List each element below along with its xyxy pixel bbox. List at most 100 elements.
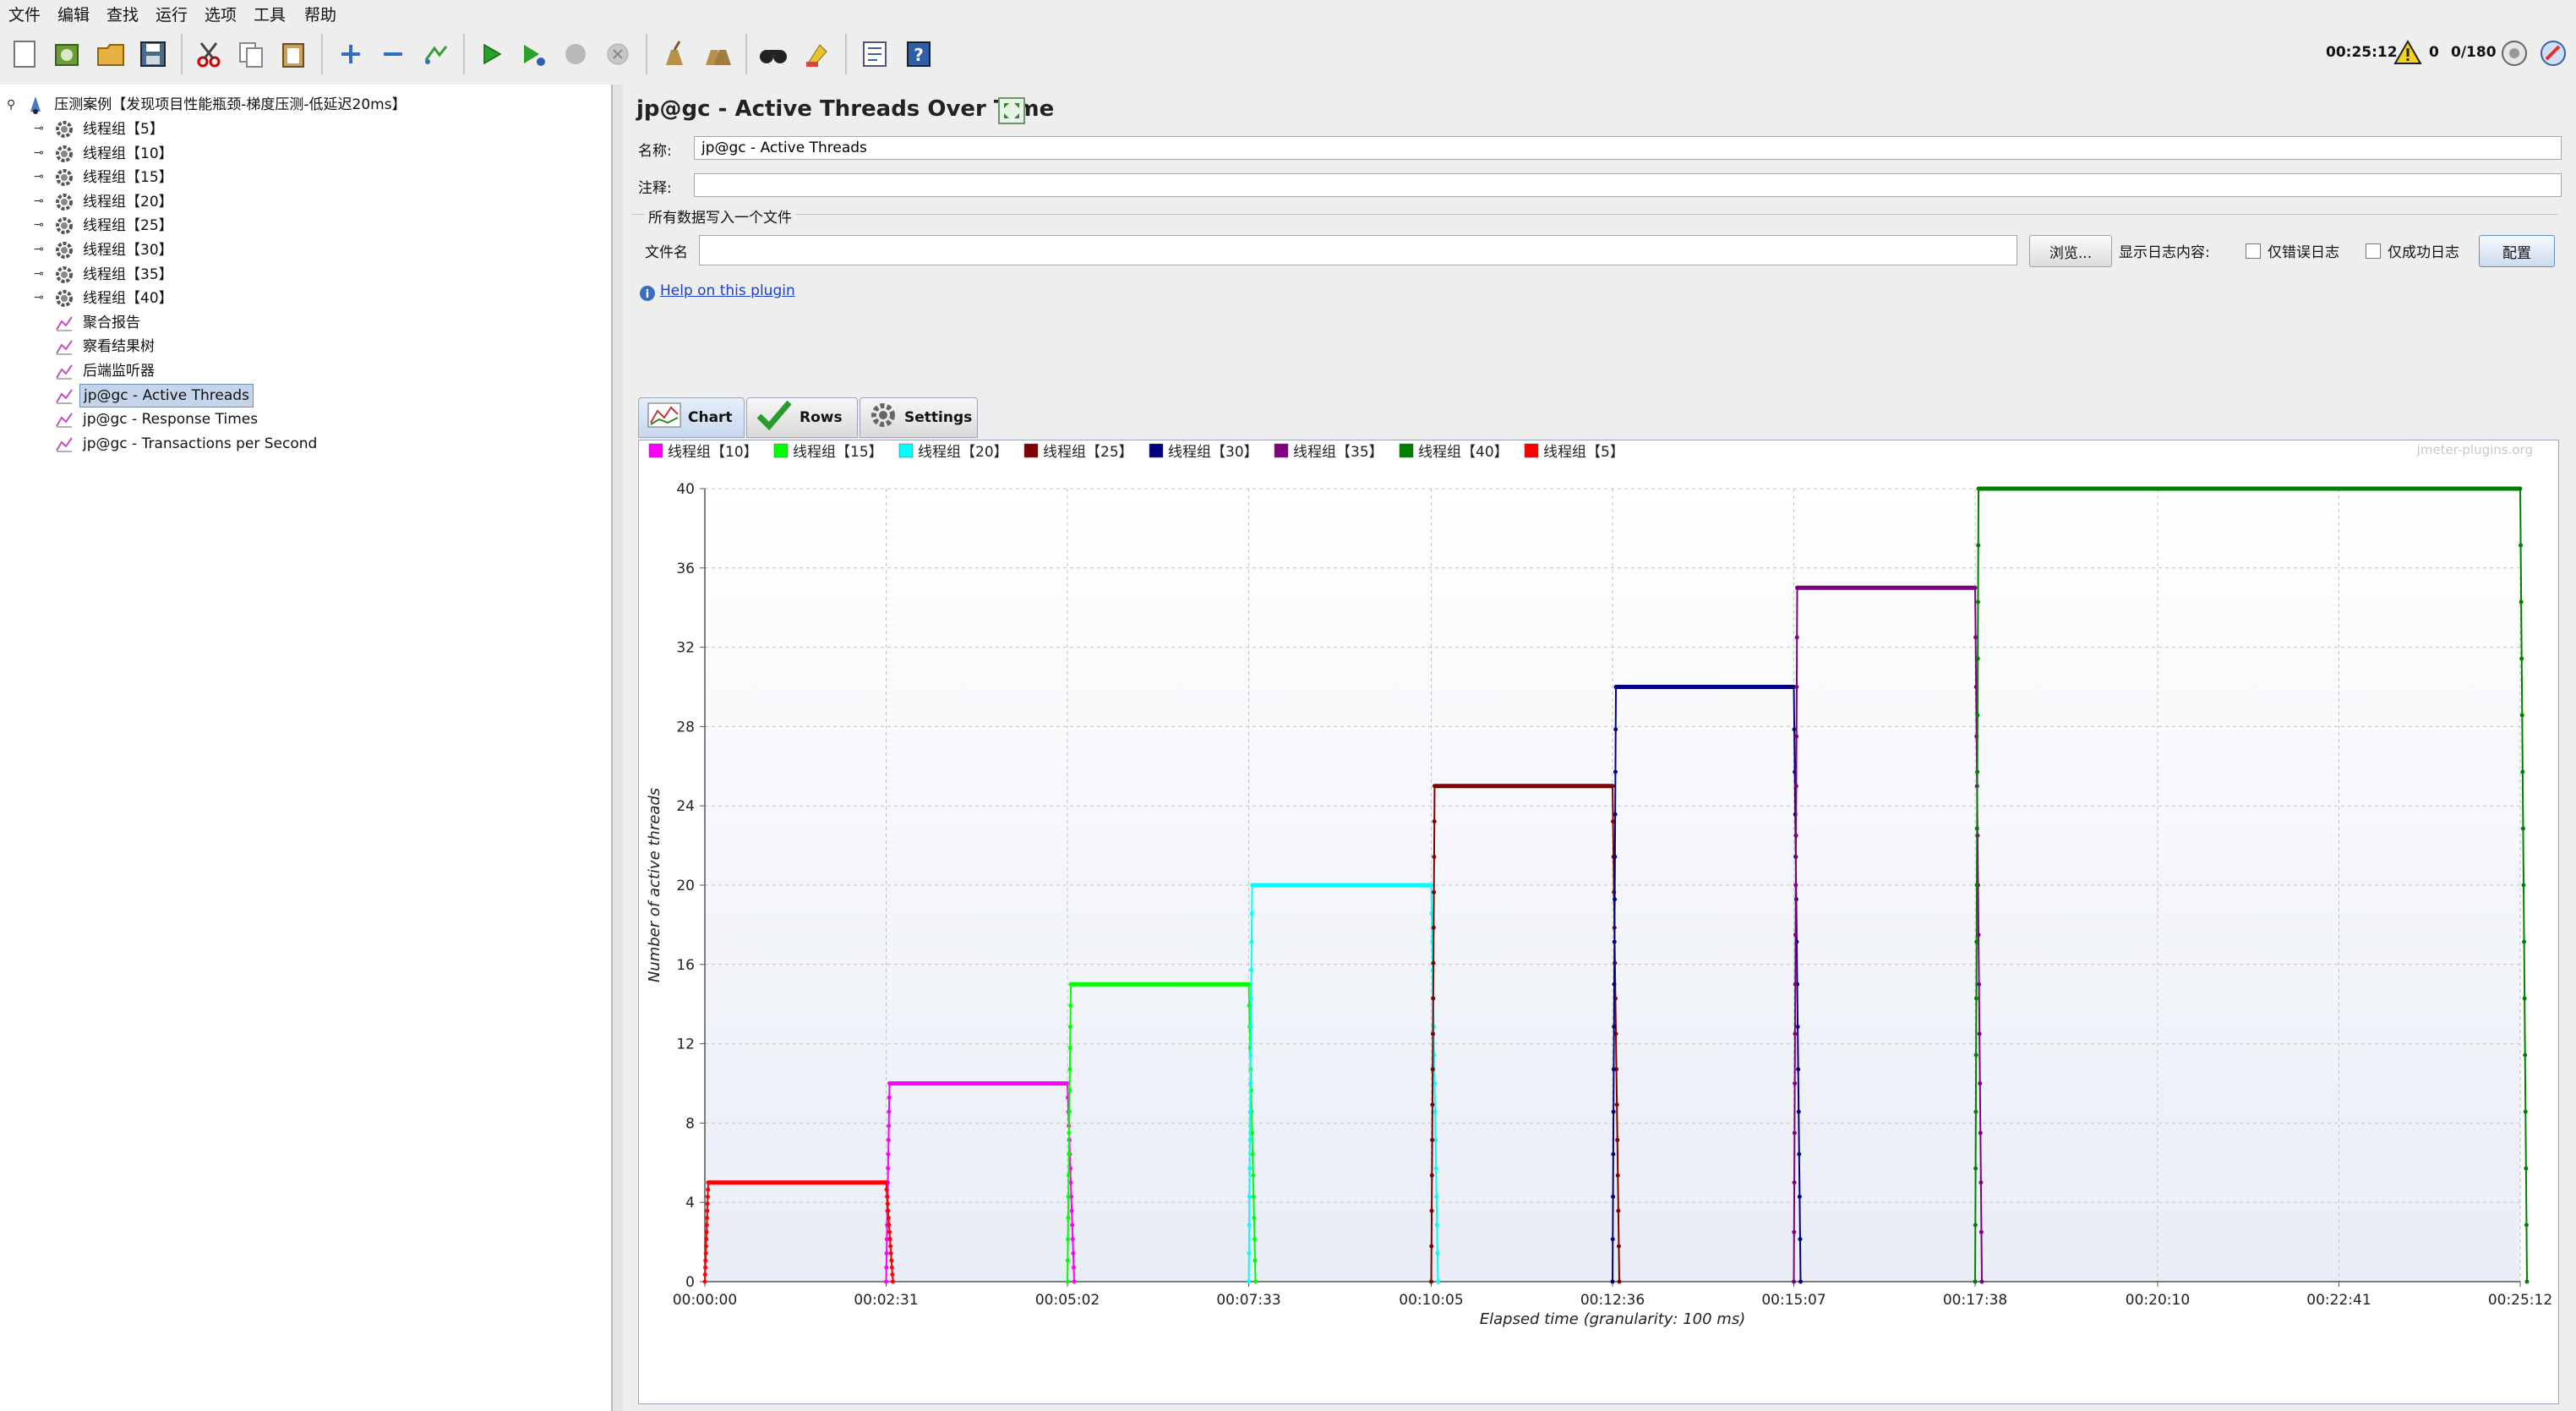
tree-item-listener[interactable]: jp@gc - Response Times <box>54 408 261 430</box>
search-icon[interactable] <box>754 35 793 74</box>
tree-expander-icon[interactable]: ⊸ <box>34 122 44 135</box>
tree-item-thread-group[interactable]: 线程组【10】 <box>54 143 177 165</box>
collapse-icon[interactable] <box>374 35 412 74</box>
menu-options[interactable]: 选项 <box>205 6 237 25</box>
series-point <box>1068 982 1073 987</box>
tree-item-thread-group[interactable]: 线程组【30】 <box>54 239 177 261</box>
tree-item-thread-group[interactable]: 线程组【25】 <box>54 215 177 237</box>
open-icon[interactable] <box>91 35 130 74</box>
tree-expander-icon[interactable]: ⊸ <box>34 243 44 256</box>
tree-item-listener[interactable]: 察看结果树 <box>54 336 158 358</box>
errors-only-checkbox[interactable]: 仅错误日志 <box>2246 240 2339 261</box>
configure-button[interactable]: 配置 <box>2479 235 2555 267</box>
tree-expander-icon[interactable]: ⊸ <box>34 170 44 184</box>
tree-expander-icon[interactable]: ⊸ <box>34 145 44 160</box>
menu-file[interactable]: 文件 <box>8 6 41 25</box>
tree-item-label: 线程组【10】 <box>83 145 173 162</box>
reset-search-icon[interactable] <box>798 35 837 74</box>
series-point <box>1975 769 1980 774</box>
series-point <box>1792 727 1797 732</box>
series-point <box>1067 1088 1072 1093</box>
stop-icon[interactable] <box>556 35 595 74</box>
tree-item-thread-group[interactable]: 线程组【15】 <box>54 167 177 189</box>
series-point <box>884 1187 889 1192</box>
success-only-checkbox[interactable]: 仅成功日志 <box>2366 240 2459 261</box>
panel-splitter[interactable] <box>612 85 624 1411</box>
menu-help[interactable]: 帮助 <box>304 6 337 25</box>
tree-item-label: jp@gc - Transactions per Second <box>83 435 318 452</box>
y-tick-label: 28 <box>676 719 695 736</box>
test-plan-tree[interactable]: ⚲ 压测案例【发现项目性能瓶颈-梯度压测-低延迟20ms】 线程组【5】 线程组【… <box>0 85 612 1411</box>
tree-expander-icon[interactable]: ⊸ <box>34 291 44 305</box>
chart-area[interactable]: jmeter-plugins.org 0 4 8 12 16 20 24 28 32 36 40 00:… <box>638 440 2559 1404</box>
series-point <box>1973 996 1978 1001</box>
tree-expander-icon[interactable]: ⊸ <box>34 218 44 232</box>
cut-icon[interactable] <box>189 35 228 74</box>
series-point <box>1793 932 1798 938</box>
clear-all-icon[interactable] <box>698 35 737 74</box>
tree-item-listener[interactable]: 后端监听器 <box>54 360 158 382</box>
remote-engines-icon[interactable] <box>2539 39 2568 72</box>
copy-icon[interactable] <box>232 35 270 74</box>
series-point <box>1429 1208 1434 1213</box>
clear-icon[interactable] <box>654 35 693 74</box>
tree-expander-icon[interactable]: ⊸ <box>34 266 44 281</box>
function-helper-icon[interactable] <box>855 35 894 74</box>
menu-run[interactable]: 运行 <box>156 6 188 25</box>
comment-input[interactable] <box>694 173 2562 197</box>
series-point <box>1066 1216 1071 1221</box>
series-point <box>1067 1130 1072 1135</box>
series-point <box>1430 1031 1435 1036</box>
paste-icon[interactable] <box>274 35 313 74</box>
toggle-icon[interactable] <box>416 35 455 74</box>
series-point <box>1978 1130 1983 1135</box>
tab-chart[interactable]: Chart <box>638 397 745 438</box>
series-point <box>1793 982 1798 987</box>
name-input[interactable] <box>694 136 2562 160</box>
series-point <box>1610 784 1615 789</box>
maximize-icon[interactable] <box>997 96 1026 129</box>
tab-settings[interactable]: Settings <box>860 397 978 438</box>
y-tick-label: 24 <box>676 798 695 815</box>
tree-expander-icon[interactable]: ⚲ <box>7 98 16 112</box>
filename-input[interactable] <box>699 235 2017 265</box>
menu-tools[interactable]: 工具 <box>254 6 287 25</box>
series-point <box>1978 1229 1984 1234</box>
success-only-box[interactable] <box>2366 243 2381 259</box>
help-icon[interactable]: ? <box>899 35 938 74</box>
series-point <box>1066 1173 1071 1178</box>
tree-root[interactable]: ⚲ 压测案例【发现项目性能瓶颈-梯度压测-低延迟20ms】 <box>7 94 410 116</box>
tree-item-label: 聚合报告 <box>83 314 140 331</box>
save-icon[interactable] <box>134 35 172 74</box>
menu-edit[interactable]: 编辑 <box>57 6 90 25</box>
series-point <box>886 1216 891 1221</box>
legend-label: 线程组【40】 <box>1418 444 1509 461</box>
help-link[interactable]: Help on this plugin <box>660 282 795 299</box>
browse-button[interactable]: 浏览... <box>2029 235 2112 267</box>
new-icon[interactable] <box>5 35 44 74</box>
shutdown-icon[interactable] <box>598 35 637 74</box>
panel-title: jp@gc - Active Threads Over Time <box>636 96 1055 122</box>
tree-item-thread-group[interactable]: 线程组【40】 <box>54 287 177 309</box>
tree-item-thread-group[interactable]: 线程组【35】 <box>54 264 177 286</box>
listener-chart-icon <box>54 434 74 454</box>
expand-icon[interactable] <box>331 35 370 74</box>
tree-item-thread-group[interactable]: 线程组【5】 <box>54 118 167 140</box>
series-point <box>1612 939 1617 944</box>
series-point <box>887 1081 892 1086</box>
tree-item-listener[interactable]: jp@gc - Transactions per Second <box>54 433 320 455</box>
tree-expander-icon[interactable]: ⊸ <box>34 194 44 208</box>
series-point <box>1253 1279 1258 1284</box>
errors-only-box[interactable] <box>2246 243 2261 259</box>
tab-rows[interactable]: Rows <box>746 397 858 438</box>
series-point <box>1792 685 1797 689</box>
tree-item-listener[interactable]: jp@gc - Active Threads <box>54 383 254 407</box>
menu-search[interactable]: 查找 <box>106 6 139 25</box>
series-point <box>884 1251 889 1255</box>
tree-item-listener[interactable]: 聚合报告 <box>54 312 144 334</box>
tree-item-thread-group[interactable]: 线程组【20】 <box>54 191 177 213</box>
start-icon[interactable] <box>472 35 510 74</box>
templates-icon[interactable] <box>47 35 86 74</box>
start-no-pauses-icon[interactable] <box>514 35 553 74</box>
warning-icon[interactable] <box>2393 39 2422 70</box>
